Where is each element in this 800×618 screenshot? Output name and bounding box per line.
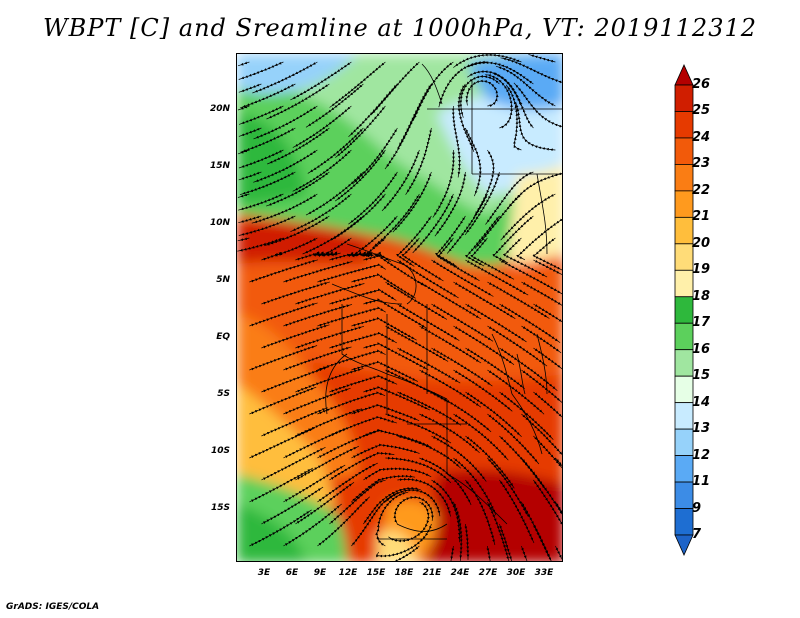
streamline [521, 281, 562, 306]
lon-label-9e: 9E [313, 568, 327, 578]
streamline [450, 545, 455, 561]
colorbar-segment [674, 508, 694, 536]
streamline [453, 501, 463, 561]
colorbar-label: 24 [692, 129, 711, 145]
colorbar-segment [674, 402, 694, 430]
colorbar-segment [674, 375, 694, 404]
streamline [520, 545, 528, 561]
colorbar-label: 16 [692, 341, 711, 357]
streamline [394, 545, 420, 561]
colorbar-segment [674, 481, 694, 509]
streamline [375, 491, 409, 547]
lon-label-18e: 18E [394, 568, 414, 578]
lon-label-24e: 24E [450, 568, 470, 578]
streamline [533, 303, 562, 323]
streamline [317, 263, 386, 283]
grads-credit: GrADS: IGES/COLA [6, 602, 100, 612]
colorbar-label: 19 [692, 262, 711, 278]
colorbar-segment [674, 269, 694, 298]
colorbar-label: 23 [692, 156, 711, 172]
streamline [451, 105, 461, 178]
lat-label-15n: 15N [209, 161, 230, 171]
lon-label-12e: 12E [338, 568, 358, 578]
streamline [295, 251, 328, 261]
streamline [464, 523, 470, 560]
lon-label-6e: 6E [285, 568, 299, 578]
lat-label-10s: 10S [210, 446, 230, 456]
colorbar-segment [674, 322, 694, 351]
colorbar-segment [674, 349, 694, 377]
colorbar-segment [674, 190, 694, 218]
colorbar-label: 20 [692, 235, 711, 251]
wbpt-streamline-map [237, 54, 562, 561]
colorbar-segment [674, 164, 694, 192]
lon-label-3e: 3E [257, 568, 271, 578]
streamline [329, 288, 397, 305]
streamline [317, 306, 386, 327]
colorbar-segment [674, 296, 694, 324]
colorbar-label: 14 [692, 394, 711, 410]
streamline [261, 251, 282, 261]
map-title: WBPT [C] and Sreamline at 1000hPa, VT: 2… [42, 14, 758, 42]
streamline [317, 349, 386, 371]
lat-label-10n: 10N [209, 218, 230, 228]
colorbar-segment [674, 216, 694, 245]
streamline [555, 545, 562, 560]
colorbar-label: 22 [692, 182, 711, 198]
colorbar-label: 25 [692, 103, 711, 119]
lon-label-15e: 15E [366, 568, 386, 578]
streamline [295, 325, 365, 349]
lon-label-33e: 33E [534, 568, 554, 578]
colorbar-segment [674, 455, 694, 483]
map-panel [236, 53, 563, 562]
streamline [329, 374, 398, 393]
colorbar-bottom-arrow [674, 534, 694, 556]
colorbar-label: 17 [692, 315, 711, 331]
lat-label-15s: 15S [210, 503, 230, 513]
streamline [533, 259, 562, 275]
colorbar-segment [674, 137, 694, 165]
colorbar-segment [674, 243, 694, 271]
colorbar-label: 18 [692, 288, 711, 304]
temperature-field [237, 54, 562, 561]
streamline [533, 523, 552, 561]
streamline [486, 545, 491, 561]
colorbar-label: 12 [692, 447, 711, 463]
colorbar-label: 13 [692, 421, 711, 437]
streamline [295, 368, 364, 393]
streamlines [237, 54, 562, 561]
streamline [533, 347, 562, 370]
streamline [521, 325, 562, 354]
lon-label-21e: 21E [422, 568, 442, 578]
colorbar-label: 11 [692, 474, 711, 490]
streamline [555, 501, 562, 514]
lat-label-5s: 5S [217, 389, 230, 399]
lat-label-5n: 5N [216, 275, 230, 285]
lat-label-eq: EQ [216, 332, 230, 342]
streamline [295, 283, 365, 305]
colorbar-label: 15 [692, 368, 711, 384]
streamline [499, 523, 512, 561]
colorbar-segment [674, 428, 694, 456]
colorbar-label: 21 [692, 209, 711, 225]
lon-label-27e: 27E [478, 568, 498, 578]
colorbar-label: 7 [692, 527, 702, 542]
lat-label-20n: 20N [209, 104, 230, 114]
colorbar-segment [674, 111, 694, 139]
colorbar-label: 26 [692, 77, 711, 92]
streamline [555, 457, 562, 467]
colorbar-top-arrow [674, 64, 694, 86]
colorbar-label: 9 [692, 500, 702, 516]
colorbar-segment [674, 84, 694, 112]
lon-label-30e: 30E [506, 568, 526, 578]
streamline [533, 479, 562, 525]
streamline [515, 101, 556, 152]
streamline [533, 391, 562, 418]
streamline [329, 331, 397, 349]
colorbar [674, 64, 694, 556]
